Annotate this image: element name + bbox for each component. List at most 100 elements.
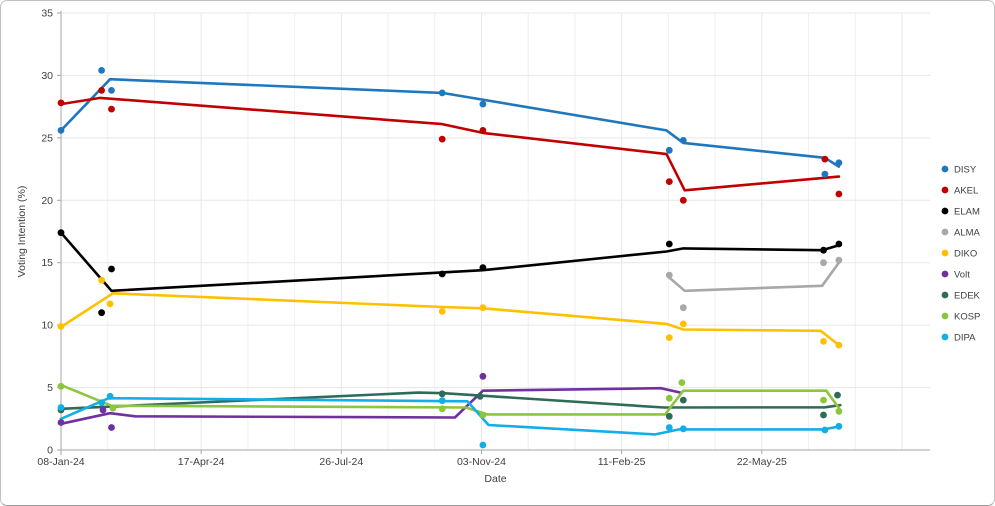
data-point-EDEK	[438, 390, 446, 398]
data-point-ELAM	[820, 246, 827, 254]
data-point-AKEL	[479, 126, 487, 134]
y-axis-tick-label: 35	[41, 8, 53, 20]
y-axis-title: Voting Intention (%)	[16, 186, 28, 278]
legend-marker-DIKO	[941, 249, 949, 257]
trend-line-Volt	[59, 386, 682, 426]
data-point-AKEL	[835, 190, 843, 198]
data-point-KOSP	[479, 411, 487, 419]
data-point-EDEK	[834, 391, 841, 399]
legend-marker-DISY	[941, 165, 949, 173]
data-point-DIKO	[98, 276, 105, 284]
data-point-DIKO	[679, 320, 687, 328]
data-point-DIPA	[479, 441, 487, 449]
data-point-KOSP	[665, 394, 673, 402]
y-axis-tick-label: 30	[41, 70, 53, 82]
legend-label-DISY: DISY	[954, 165, 977, 176]
y-axis-tick-label: 5	[47, 382, 53, 394]
y-axis-tick-label: 25	[41, 132, 53, 144]
data-point-ALMA	[679, 304, 687, 312]
legend-marker-ELAM	[941, 207, 949, 215]
data-point-KOSP	[678, 379, 686, 386]
x-axis-tick-label: 22-May-25	[737, 456, 787, 468]
data-point-DIKO	[665, 334, 673, 341]
data-point-Volt	[108, 424, 115, 431]
trend-line-ELAM	[59, 231, 841, 293]
y-axis-tick-label: 15	[41, 257, 53, 269]
data-point-AKEL	[108, 105, 115, 113]
data-point-EDEK	[679, 396, 687, 404]
trend-line-DIKO	[59, 291, 841, 347]
legend-label-Volt: Volt	[954, 270, 970, 281]
data-point-DIPA	[821, 426, 829, 434]
data-point-ELAM	[479, 264, 487, 272]
x-axis-tick-label: 11-Feb-25	[598, 456, 646, 468]
data-point-ELAM	[98, 309, 105, 317]
data-point-ELAM	[108, 265, 115, 273]
data-point-DISY	[821, 170, 829, 178]
data-point-DISY	[57, 126, 65, 134]
data-point-KOSP	[57, 382, 65, 390]
data-point-DIPA	[438, 397, 446, 405]
data-point-DISY	[108, 87, 115, 94]
x-axis-tick-label: 03-Nov-24	[457, 456, 506, 468]
data-point-DIPA	[98, 399, 105, 406]
data-point-DIKO	[438, 308, 446, 315]
data-point-EDEK	[476, 392, 484, 400]
x-axis-tick-label: 17-Apr-24	[178, 456, 225, 468]
data-point-ALMA	[820, 259, 827, 267]
y-axis-tick-label: 20	[41, 195, 53, 207]
legend-label-ALMA: ALMA	[954, 228, 981, 239]
data-point-EDEK	[665, 412, 673, 420]
data-point-ELAM	[438, 270, 446, 278]
data-point-AKEL	[98, 87, 105, 94]
y-axis-tick-label: 0	[47, 445, 53, 457]
data-point-AKEL	[821, 155, 829, 163]
data-point-Volt	[57, 419, 65, 426]
legend-marker-KOSP	[941, 312, 949, 320]
data-point-KOSP	[109, 404, 117, 412]
data-point-KOSP	[835, 407, 843, 415]
data-point-DIPA	[57, 404, 65, 411]
x-axis-tick-label: 08-Jan-24	[37, 456, 84, 468]
x-axis-tick-label: 26-Jul-24	[319, 456, 363, 468]
legend-label-DIPA: DIPA	[954, 333, 976, 344]
data-point-KOSP	[820, 396, 827, 404]
data-point-DIKO	[820, 338, 827, 345]
data-point-AKEL	[438, 135, 446, 143]
data-point-AKEL	[57, 99, 65, 107]
x-axis-title: Date	[484, 473, 506, 485]
trend-line-ALMA	[666, 261, 841, 293]
data-point-DISY	[679, 137, 687, 144]
trend-line-KOSP	[59, 383, 842, 416]
data-point-ELAM	[665, 240, 673, 248]
data-point-Volt	[99, 406, 107, 414]
legend-marker-EDEK	[941, 291, 949, 299]
legend-label-EDEK: EDEK	[954, 291, 981, 302]
trend-line-AKEL	[59, 96, 841, 192]
legend-label-AKEL: AKEL	[954, 186, 978, 197]
data-point-EDEK	[820, 411, 827, 419]
data-point-DISY	[479, 100, 487, 108]
data-point-DISY	[665, 146, 673, 154]
data-point-ELAM	[835, 240, 843, 248]
data-point-DISY	[835, 159, 843, 167]
legend-label-ELAM: ELAM	[954, 207, 980, 218]
data-point-ALMA	[835, 256, 843, 264]
data-point-DIPA	[679, 425, 687, 433]
legend-marker-AKEL	[941, 186, 949, 194]
data-point-DIKO	[106, 300, 114, 308]
data-point-DIPA	[835, 422, 843, 430]
data-point-Volt	[479, 372, 487, 380]
data-point-AKEL	[665, 178, 673, 186]
trend-line-DISY	[59, 77, 841, 168]
legend-marker-DIPA	[941, 333, 949, 341]
data-point-ALMA	[665, 271, 673, 279]
data-point-ELAM	[57, 229, 65, 237]
data-point-DIPA	[665, 424, 673, 431]
legend-label-KOSP: KOSP	[954, 312, 980, 323]
data-point-DISY	[98, 67, 105, 74]
data-point-KOSP	[438, 405, 446, 413]
data-point-DIKO	[57, 323, 65, 330]
